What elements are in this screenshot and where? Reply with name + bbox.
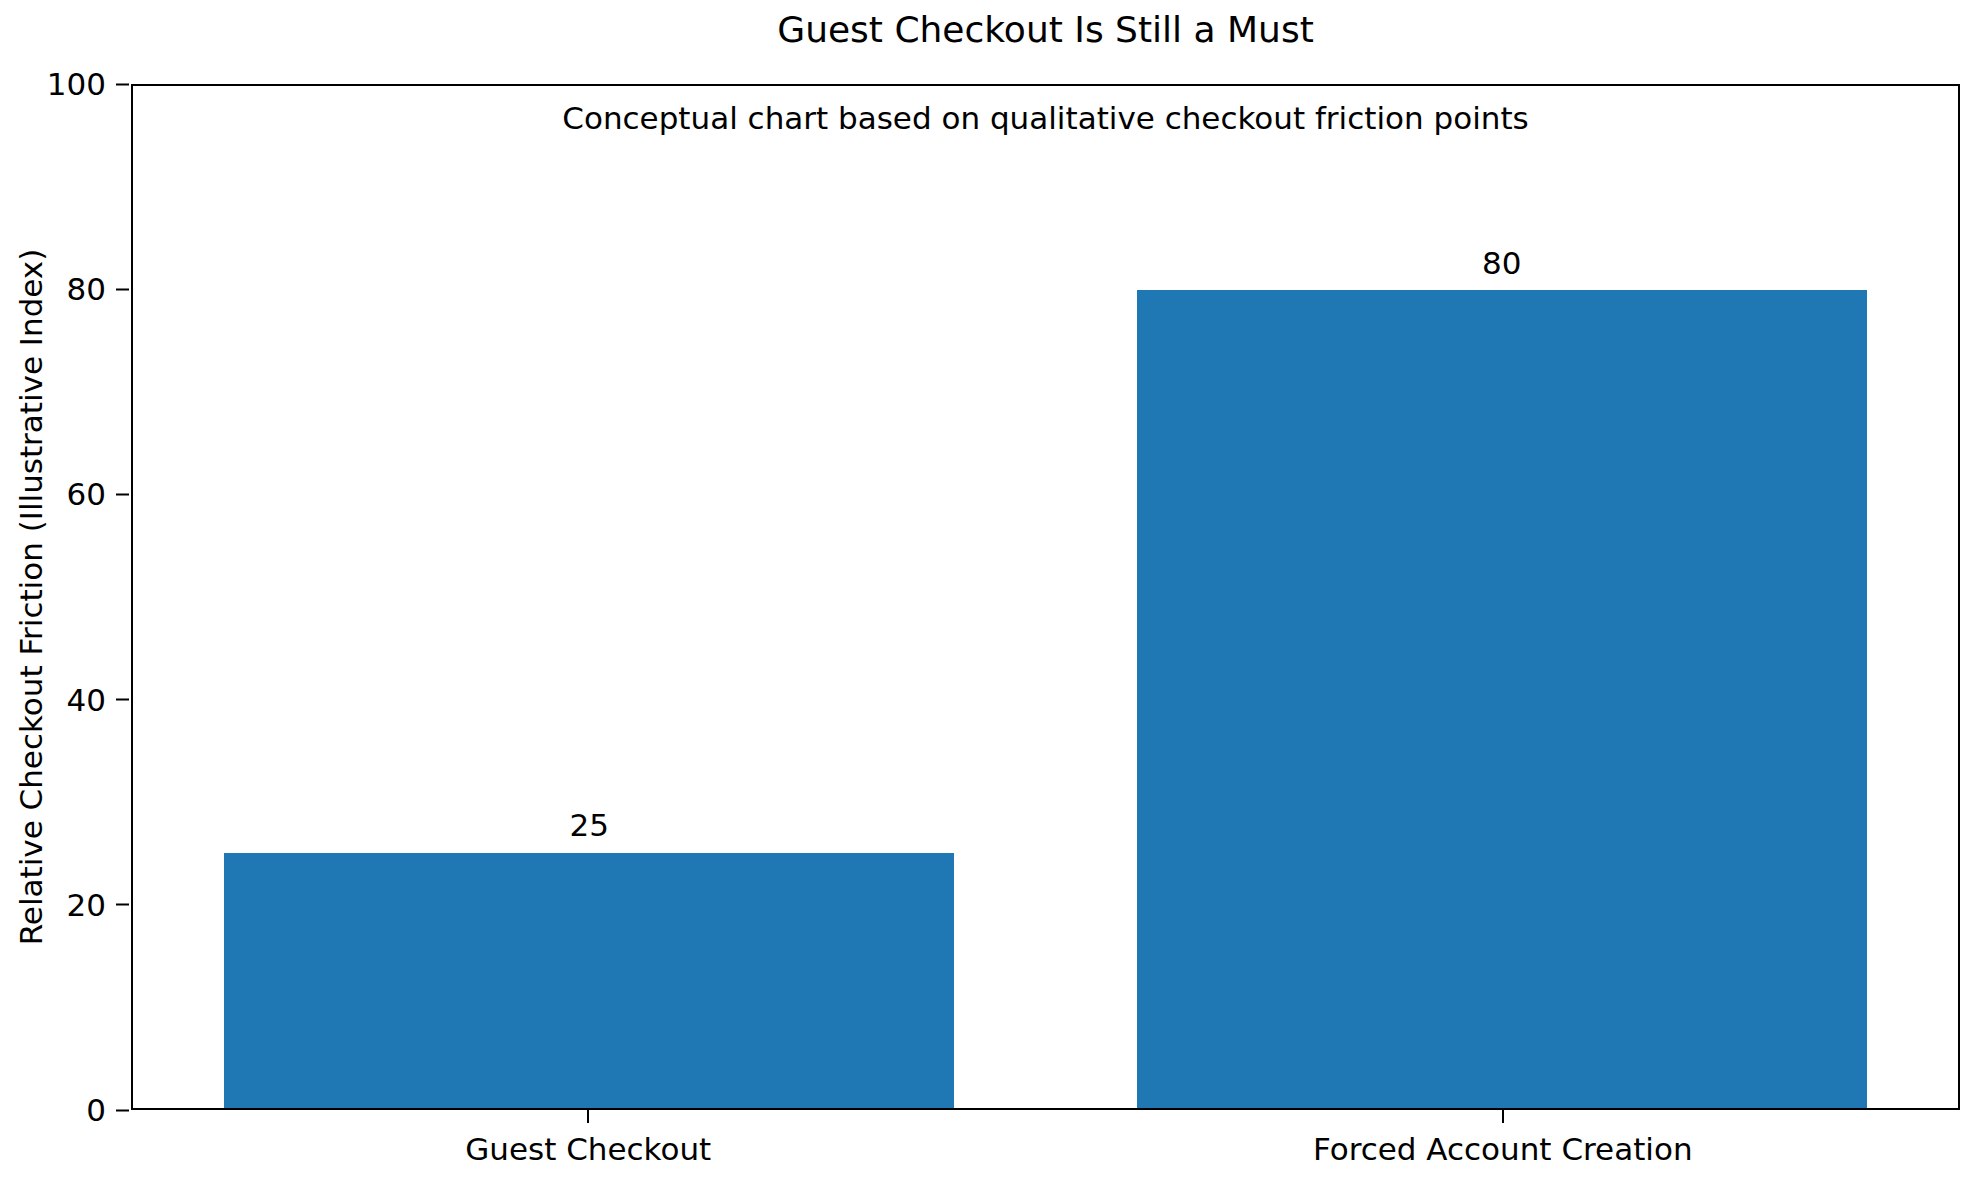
y-tick-label: 80 — [67, 274, 106, 305]
x-tick-label: Forced Account Creation — [1313, 1131, 1693, 1168]
y-tick-label: 40 — [67, 684, 106, 715]
x-tick-row: Guest Checkout Forced Account Creation — [131, 1110, 1960, 1168]
x-tick-label: Guest Checkout — [465, 1131, 711, 1168]
x-tick-mark — [1502, 1110, 1504, 1123]
y-tick: 100 — [47, 69, 129, 100]
y-tick: 80 — [67, 274, 129, 305]
plot-area: Conceptual chart based on qualitative ch… — [131, 84, 1960, 1110]
y-tick: 40 — [67, 684, 129, 715]
bar-guest-checkout — [224, 853, 954, 1109]
bar-series: 25 80 — [133, 86, 1958, 1108]
y-tick-label: 60 — [67, 479, 106, 510]
bar-group-guest-checkout: 25 — [133, 86, 1046, 1108]
y-axis-ticks: 0 20 40 60 80 100 — [0, 84, 129, 1110]
y-tick-mark — [116, 83, 129, 85]
y-tick: 60 — [67, 479, 129, 510]
x-tick-mark — [587, 1110, 589, 1123]
y-tick-label: 0 — [86, 1095, 106, 1126]
x-tick-forced-account-creation: Forced Account Creation — [1046, 1110, 1961, 1168]
bar-value-label: 80 — [1482, 246, 1521, 280]
x-tick-guest-checkout: Guest Checkout — [131, 1110, 1046, 1168]
y-tick-mark — [116, 288, 129, 290]
y-tick: 20 — [67, 889, 129, 920]
chart-title: Guest Checkout Is Still a Must — [131, 8, 1960, 51]
y-tick-mark — [116, 904, 129, 906]
y-tick-mark — [116, 699, 129, 701]
y-tick-mark — [116, 1109, 129, 1111]
y-tick-mark — [116, 493, 129, 495]
y-tick: 0 — [86, 1095, 129, 1126]
bar-value-label: 25 — [570, 808, 609, 842]
y-tick-label: 100 — [47, 69, 106, 100]
x-axis-ticks: Guest Checkout Forced Account Creation — [131, 1110, 1960, 1168]
bar-forced-account-creation — [1137, 290, 1867, 1108]
chart-figure: Guest Checkout Is Still a Must Relative … — [0, 0, 1980, 1177]
bar-group-forced-account-creation: 80 — [1046, 86, 1959, 1108]
y-tick-label: 20 — [67, 889, 106, 920]
